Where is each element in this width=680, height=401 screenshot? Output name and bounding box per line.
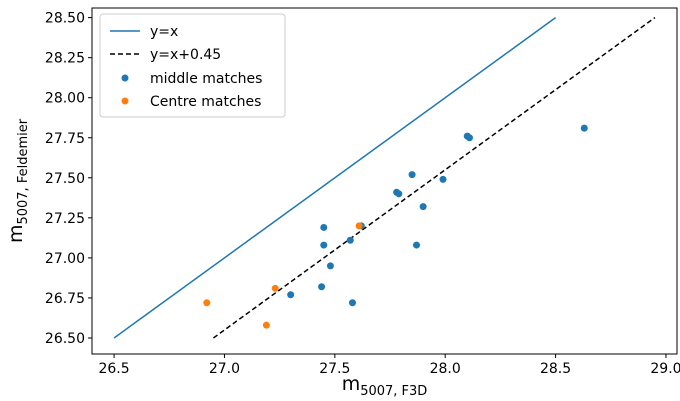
middle-match-point-5 [346,236,354,244]
middle-match-point-3 [320,223,328,231]
middle-match-point-12 [419,203,427,211]
x-axis: 26.5 27.0 27.5 28.0 28.5 29.0 [98,354,680,377]
legend: y=x y=x+0.45 middle matches Centre match… [99,13,286,118]
middle-match-point-11 [413,241,421,249]
middle-match-point-16 [580,124,588,132]
reference-line-y-x [113,17,557,339]
middle-match-point-10 [408,171,416,179]
legend-label-y-x: y=x [150,24,178,40]
centre-match-point-1 [262,321,270,329]
middle-match-point-13 [439,175,447,183]
y-tick-label-2: 27.00 [45,251,85,267]
x-tick-label-5: 29.0 [650,361,680,377]
x-tick-label-2: 27.5 [319,361,350,377]
middle-match-point-1 [318,283,326,291]
middle-match-point-9 [395,190,403,198]
y-tick-label-1: 26.75 [45,291,85,307]
middle-match-point-4 [326,262,334,270]
x-tick-label-0: 26.5 [98,361,129,377]
axes-frame [91,7,678,355]
legend-label-y-x-offset: y=x+0.45 [150,47,221,63]
y-tick-label-6: 28.00 [45,91,85,107]
y-tick-label-0: 26.50 [45,331,85,347]
y-tick-label-5: 27.75 [45,131,85,147]
centre-match-point-2 [271,284,279,292]
reference-line-y-x-offset [212,17,656,339]
centre-match-point-3 [355,222,363,230]
x-tick-label-3: 28.0 [430,361,461,377]
y-axis-label: m5007, Feldemier [5,118,31,243]
y-tick-label-7: 28.25 [45,51,85,67]
y-tick-label-4: 27.50 [45,171,85,187]
y-axis-label-sub: 5007, Feldemier [16,118,31,224]
legend-label-middle: middle matches [150,71,262,87]
legend-box [99,13,286,118]
x-axis-label: m5007, F3D [342,373,428,399]
x-tick-label-4: 28.5 [540,361,571,377]
x-axis-label-main: m [342,373,361,395]
x-tick-label-1: 27.0 [209,361,240,377]
legend-marker-middle [121,74,129,82]
y-tick-label-8: 28.50 [45,11,85,27]
y-tick-label-3: 27.25 [45,211,85,227]
x-axis-label-sub: 5007, F3D [360,384,427,399]
y-axis-label-main: m [5,225,27,244]
plot-area [113,17,656,339]
middle-match-point-6 [348,299,356,307]
middle-match-point-0 [287,291,295,299]
middle-match-point-15 [465,134,473,142]
legend-marker-centre [121,97,129,105]
y-axis: 26.50 26.75 27.00 27.25 27.50 27.75 28.00 28.25… [45,11,92,347]
legend-label-centre: Centre matches [150,94,261,110]
middle-match-point-2 [320,241,328,249]
centre-match-point-0 [203,299,211,307]
